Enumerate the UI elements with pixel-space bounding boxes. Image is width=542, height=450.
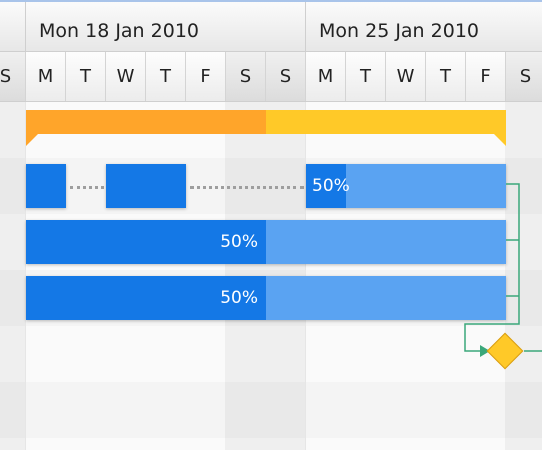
task-progress bbox=[26, 276, 266, 320]
day-header-row: S M T W T F S S M T W T F S bbox=[0, 52, 542, 102]
split-connector bbox=[70, 186, 104, 189]
dependency-line bbox=[464, 240, 520, 352]
task-progress bbox=[26, 220, 266, 264]
dependency-line bbox=[506, 183, 520, 240]
week-header-jan-18: Mon 18 Jan 2010 bbox=[25, 2, 305, 52]
split-task-segment[interactable]: 50% bbox=[306, 164, 506, 208]
day-header-cell: T bbox=[145, 52, 185, 101]
day-header-cell: T bbox=[425, 52, 465, 101]
week-header-row: Mon 18 Jan 2010 Mon 25 Jan 2010 bbox=[0, 0, 542, 52]
week-header-label: Mon 25 Jan 2010 bbox=[319, 20, 479, 42]
split-task-segment[interactable] bbox=[106, 164, 186, 208]
week-header-prev bbox=[0, 2, 25, 52]
dependency-links bbox=[464, 183, 542, 357]
day-header-cell: T bbox=[65, 52, 105, 101]
task-percent-label: 50% bbox=[220, 232, 258, 252]
day-header-cell: S bbox=[505, 52, 542, 101]
week-divider bbox=[25, 102, 26, 450]
weekend-column bbox=[0, 102, 25, 450]
day-header-cell: S bbox=[265, 52, 305, 101]
task-percent-label: 50% bbox=[220, 288, 258, 308]
task-bar-3[interactable]: 50% bbox=[26, 276, 506, 320]
weekend-column bbox=[505, 102, 542, 450]
day-header-cell: W bbox=[105, 52, 145, 101]
split-connector bbox=[190, 186, 304, 189]
summary-start-marker bbox=[26, 134, 38, 146]
summary-task-bar[interactable] bbox=[26, 110, 506, 134]
day-header-cell: M bbox=[25, 52, 65, 101]
schedule-body: 50% 50% 50% bbox=[0, 102, 542, 450]
day-header-cell: W bbox=[385, 52, 425, 101]
task-percent-label: 50% bbox=[312, 176, 350, 196]
day-header-cell: F bbox=[185, 52, 225, 101]
week-header-label: Mon 18 Jan 2010 bbox=[39, 20, 199, 42]
summary-end-marker bbox=[494, 134, 506, 146]
day-header-cell: S bbox=[0, 52, 25, 101]
task-bar-2[interactable]: 50% bbox=[26, 220, 506, 264]
day-header-cell: S bbox=[225, 52, 265, 101]
task-progress bbox=[306, 164, 346, 208]
week-header-jan-25: Mon 25 Jan 2010 bbox=[305, 2, 542, 52]
day-header-cell: F bbox=[465, 52, 505, 101]
day-header-cell: M bbox=[305, 52, 345, 101]
dependency-arrow-icon bbox=[480, 345, 490, 357]
summary-progress bbox=[26, 110, 266, 134]
split-task-segment[interactable] bbox=[26, 164, 66, 208]
day-header-cell: T bbox=[345, 52, 385, 101]
